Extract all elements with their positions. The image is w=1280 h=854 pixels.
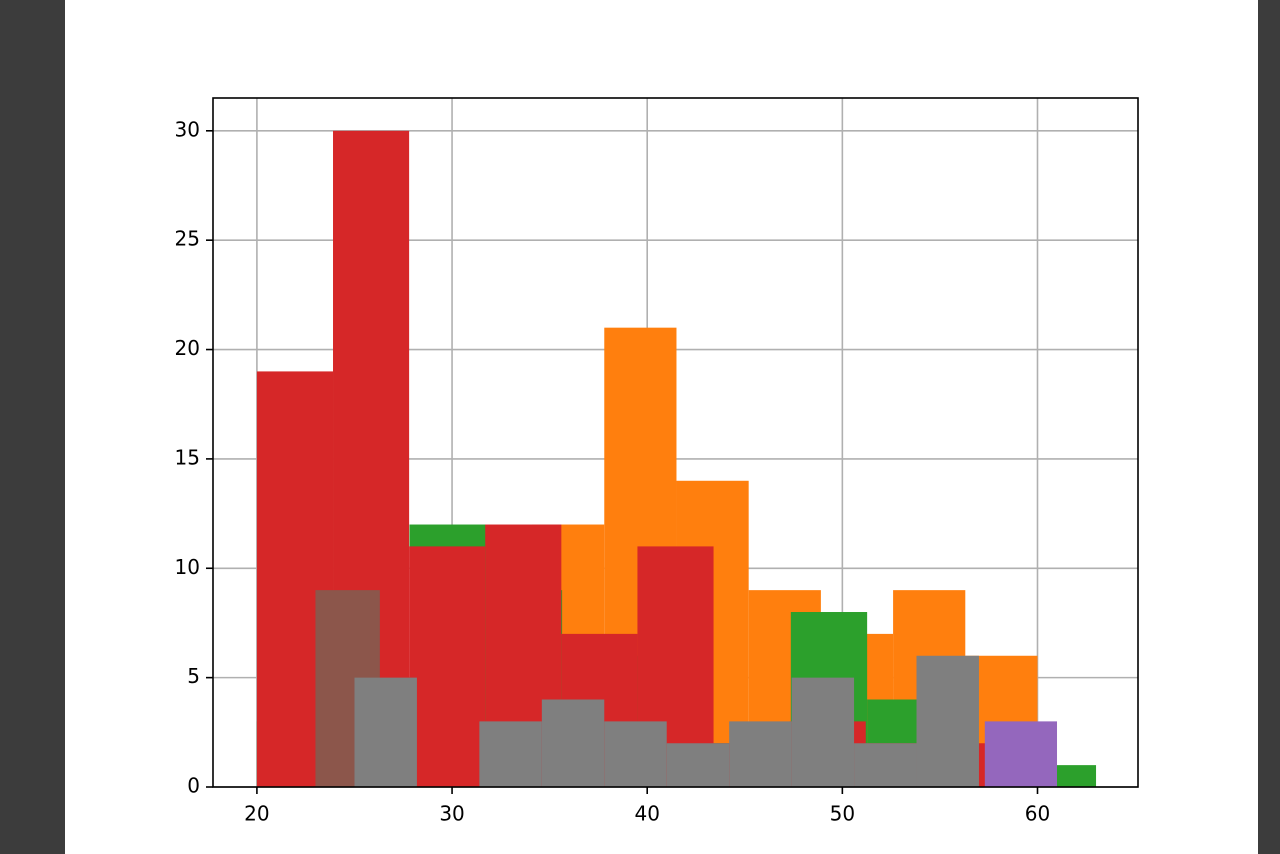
histogram-bar: [791, 677, 855, 787]
side-panel: [1258, 0, 1280, 854]
axes-frame: [212, 97, 1139, 788]
histogram-bar: [409, 546, 486, 787]
y-tick-label: 0: [187, 774, 200, 798]
side-panel: [0, 0, 65, 854]
histogram-bar: [479, 721, 542, 787]
ticks: 20 30 40 50 60 0 5 10 15 20 25 30: [175, 117, 1051, 825]
y-tick-label: 10: [175, 555, 200, 579]
histogram-bar: [916, 655, 979, 787]
bars: [256, 130, 1097, 788]
x-tick-label: 30: [439, 802, 464, 826]
y-tick-label: 20: [175, 336, 200, 360]
y-tick-label: 5: [187, 664, 200, 688]
y-tick-label: 25: [175, 227, 200, 251]
y-tick-label: 15: [175, 445, 200, 469]
histogram-bar: [984, 721, 1058, 787]
histogram-bar: [354, 677, 417, 787]
x-tick-label: 20: [244, 802, 269, 826]
x-tick-label: 40: [634, 802, 659, 826]
histogram-bar: [729, 721, 792, 787]
x-tick-label: 60: [1025, 802, 1050, 826]
x-tick-label: 50: [830, 802, 855, 826]
y-tick-label: 30: [175, 117, 200, 141]
histogram-bar: [604, 721, 667, 787]
histogram-bar: [666, 743, 730, 787]
histogram-bar: [541, 699, 605, 787]
histogram-bar: [854, 743, 917, 787]
